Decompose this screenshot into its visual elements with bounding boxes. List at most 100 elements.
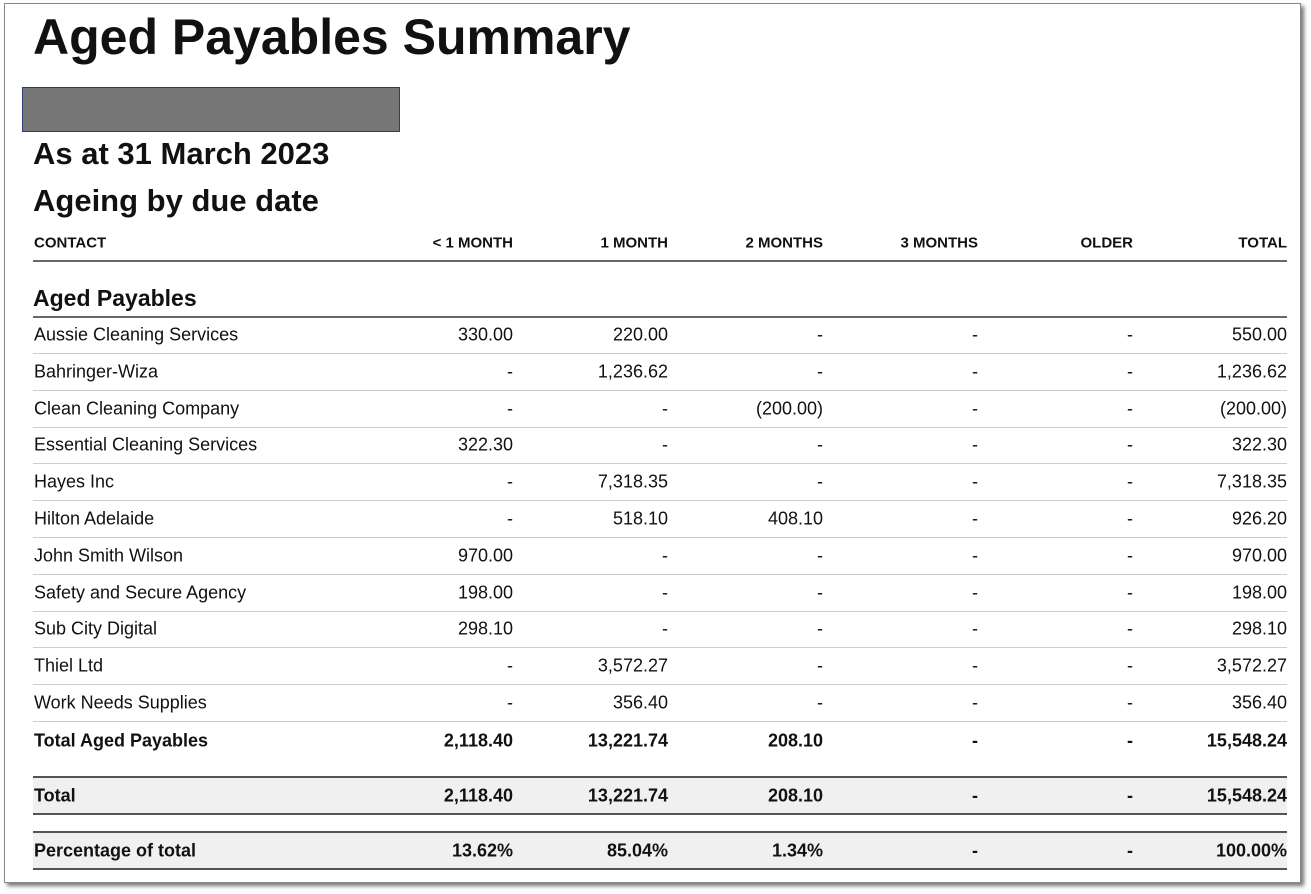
row-value: - — [507, 361, 513, 382]
row-value: - — [972, 361, 978, 382]
row-rule — [33, 684, 1287, 686]
row-value: - — [507, 398, 513, 419]
row-label: Clean Cleaning Company — [34, 398, 240, 419]
page-frame — [4, 3, 1301, 883]
report-date: As at 31 March 2023 — [33, 136, 330, 171]
percentage-rule — [33, 831, 1287, 833]
subtotal-value: 15,548.24 — [1206, 730, 1287, 751]
column-header-value: 1 MONTH — [600, 234, 669, 252]
row-rule — [33, 721, 1287, 722]
row-value: - — [1127, 545, 1133, 566]
row-value: 1,236.62 — [1216, 361, 1287, 382]
row-value: - — [1127, 361, 1133, 382]
row-value: - — [662, 582, 668, 603]
total-value: 15,548.24 — [1206, 785, 1287, 806]
row-value: - — [817, 324, 823, 345]
row-value: - — [817, 582, 823, 603]
row-value: 1,236.62 — [597, 361, 668, 382]
row-value: - — [817, 471, 823, 492]
row-value: 356.40 — [1231, 692, 1287, 713]
row-value: 198.00 — [457, 582, 513, 603]
row-value: 7,318.35 — [1216, 471, 1287, 492]
row-value: - — [817, 434, 823, 455]
column-header-value: 2 MONTHS — [745, 234, 823, 252]
row-value: - — [972, 582, 978, 603]
row-value: - — [817, 655, 823, 676]
percentage-value: - — [972, 840, 978, 861]
row-value: 298.10 — [457, 618, 513, 639]
row-value: (200.00) — [1219, 398, 1287, 419]
total-rule — [33, 776, 1287, 778]
header-rule — [33, 260, 1287, 262]
row-value: 330.00 — [457, 324, 513, 345]
row-label: Aussie Cleaning Services — [34, 324, 239, 345]
row-value: 518.10 — [612, 508, 668, 529]
row-label: Sub City Digital — [34, 618, 158, 639]
total-value: 208.10 — [767, 785, 823, 806]
subtotal-value: - — [1127, 730, 1133, 751]
percentage-value: - — [1127, 840, 1133, 861]
row-label: John Smith Wilson — [34, 545, 184, 566]
percentage-value: 1.34% — [771, 840, 823, 861]
row-value: - — [972, 545, 978, 566]
row-rule — [33, 537, 1287, 538]
report-basis: Ageing by due date — [33, 183, 319, 218]
row-value: - — [1127, 398, 1133, 419]
total-value: 13,221.74 — [587, 785, 668, 806]
column-header-value: OLDER — [1080, 234, 1134, 252]
total-label: Total — [34, 785, 76, 806]
row-rule — [33, 573, 1287, 575]
row-value: - — [507, 508, 513, 529]
subtotal-value: 13,221.74 — [587, 730, 668, 751]
row-label: Hayes Inc — [34, 471, 115, 492]
row-label: Safety and Secure Agency — [34, 582, 247, 603]
column-header-label: CONTACT — [34, 234, 107, 252]
row-value: - — [972, 398, 978, 419]
row-value: 356.40 — [612, 692, 668, 713]
row-value: - — [1127, 618, 1133, 639]
row-rule — [33, 500, 1287, 502]
row-rule — [33, 353, 1287, 354]
row-value: 198.00 — [1231, 582, 1287, 603]
percentage-label: Percentage of total — [34, 840, 197, 861]
row-value: 408.10 — [767, 508, 823, 529]
percentage-value: 85.04% — [606, 840, 668, 861]
row-value: - — [662, 545, 668, 566]
total-value: - — [972, 785, 978, 806]
row-value: 970.00 — [457, 545, 513, 566]
row-value: - — [817, 618, 823, 639]
row-value: - — [1127, 434, 1133, 455]
row-value: - — [972, 324, 978, 345]
row-value: - — [972, 692, 978, 713]
row-value: - — [972, 618, 978, 639]
row-rule — [33, 610, 1287, 612]
row-rule — [33, 463, 1287, 465]
subtotal-value: 2,118.40 — [443, 730, 513, 751]
column-header-value: < 1 MONTH — [432, 234, 513, 252]
total-shade — [33, 778, 1287, 814]
row-label: Hilton Adelaide — [34, 508, 155, 529]
row-value: - — [972, 508, 978, 529]
row-value: 220.00 — [612, 324, 668, 345]
row-value: (200.00) — [755, 398, 823, 419]
row-value: - — [662, 618, 668, 639]
row-value: - — [507, 471, 513, 492]
row-rule — [33, 426, 1287, 428]
row-value: 970.00 — [1231, 545, 1287, 566]
row-value: - — [817, 545, 823, 566]
row-value: - — [817, 361, 823, 382]
row-value: 7,318.35 — [597, 471, 668, 492]
row-value: - — [662, 398, 668, 419]
subtotal-value: - — [972, 730, 978, 751]
row-value: - — [662, 434, 668, 455]
row-value: 550.00 — [1231, 324, 1287, 345]
row-value: - — [1127, 692, 1133, 713]
row-label: Work Needs Supplies — [34, 692, 207, 713]
redacted-block — [22, 87, 400, 132]
row-value: - — [1127, 324, 1133, 345]
row-value: 926.20 — [1231, 508, 1287, 529]
row-value: 322.30 — [457, 434, 513, 455]
row-value: - — [507, 655, 513, 676]
section-rule — [33, 316, 1287, 318]
percentage-value: 13.62% — [451, 840, 513, 861]
